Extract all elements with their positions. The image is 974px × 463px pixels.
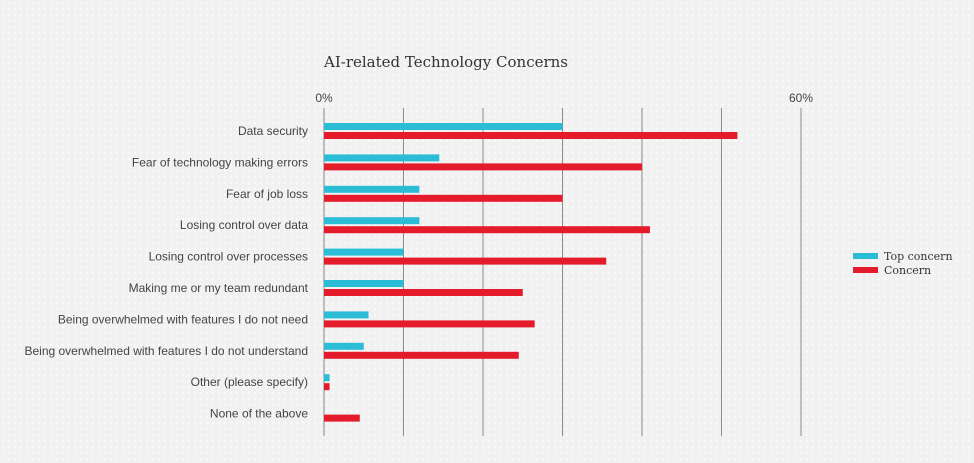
bar-top-concern (324, 248, 404, 256)
legend-label: Top concern (884, 250, 953, 263)
bar-concern (324, 163, 642, 171)
category-label: Fear of job loss (226, 187, 308, 201)
bar-concern (324, 257, 607, 265)
category-label: Making me or my team redundant (129, 281, 309, 295)
category-label: Data security (238, 124, 308, 138)
bar-top-concern (324, 185, 420, 193)
bar-top-concern (324, 374, 330, 382)
bars (324, 123, 738, 422)
bar-concern (324, 414, 360, 422)
category-label: Losing control over processes (149, 250, 308, 264)
legend-swatch (853, 253, 878, 259)
bar-concern (324, 383, 330, 391)
bar-concern (324, 226, 650, 234)
chart-title: AI-related Technology Concerns (323, 53, 568, 71)
legend-label: Concern (884, 264, 931, 277)
x-tick-label-0: 0% (315, 91, 333, 105)
category-label: Being overwhelmed with features I do not… (58, 312, 308, 326)
bar-top-concern (324, 217, 420, 225)
category-label: Other (please specify) (191, 375, 308, 389)
bar-top-concern (324, 280, 404, 287)
legend-swatch (853, 267, 878, 273)
bar-top-concern (324, 154, 440, 162)
category-label: Losing control over data (180, 218, 308, 232)
y-axis-labels: Data security Fear of technology making e… (24, 124, 308, 421)
category-label: None of the above (210, 407, 308, 421)
bar-top-concern (324, 342, 364, 350)
x-tick-label-60: 60% (789, 91, 813, 105)
bar-concern (324, 132, 738, 139)
category-label: Fear of technology making errors (132, 155, 308, 169)
bar-top-concern (324, 311, 369, 319)
gridlines (323, 108, 802, 436)
bar-concern (324, 351, 519, 359)
bar-concern (324, 194, 563, 202)
category-label: Being overwhelmed with features I do not… (24, 344, 308, 358)
bar-concern (324, 320, 535, 328)
bar-top-concern (324, 123, 563, 130)
bar-concern (324, 289, 523, 296)
